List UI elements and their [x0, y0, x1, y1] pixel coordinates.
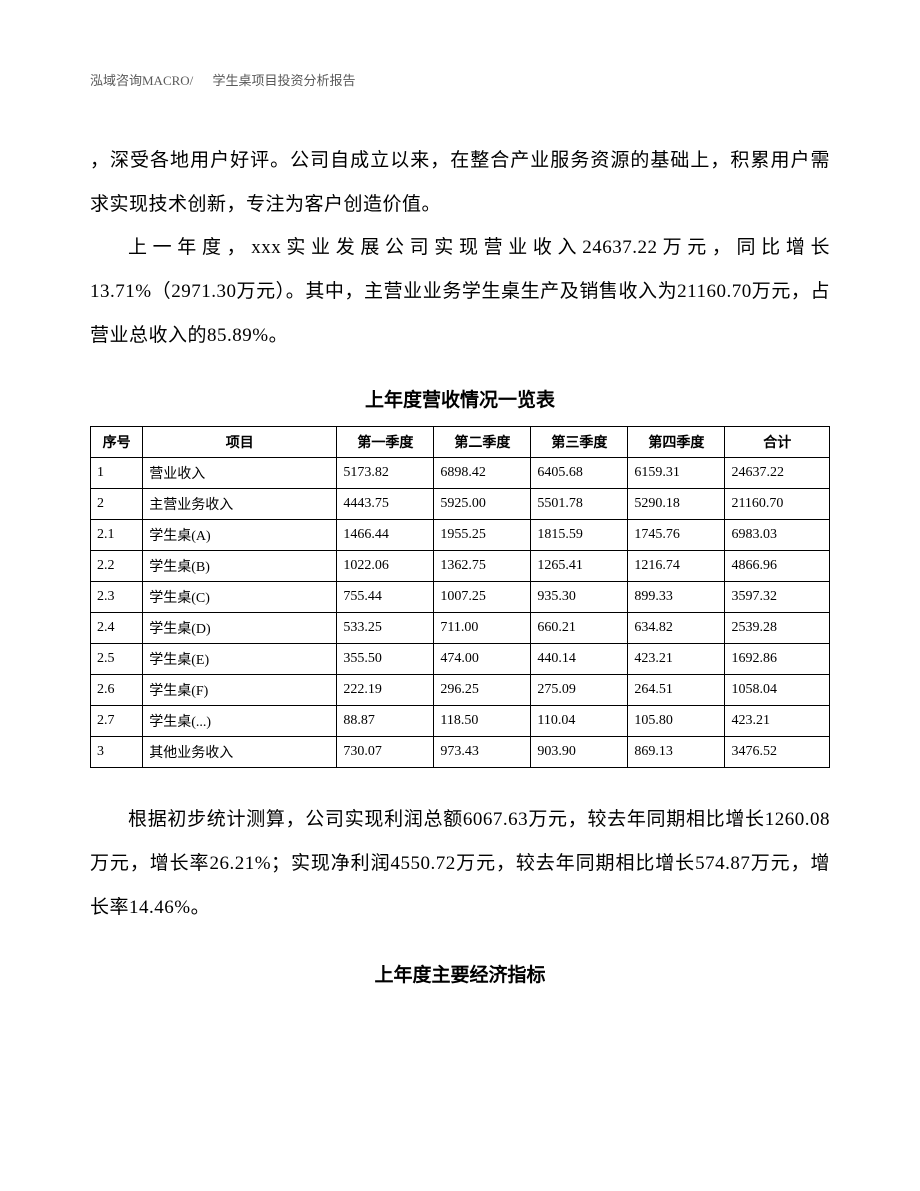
cell-item: 学生桌(D): [143, 613, 337, 644]
paragraph-3: 根据初步统计测算，公司实现利润总额6067.63万元，较去年同期相比增长1260…: [90, 798, 830, 929]
col-header-q3: 第三季度: [531, 427, 628, 458]
cell-total: 3476.52: [725, 737, 830, 768]
cell-q3: 110.04: [531, 706, 628, 737]
cell-seq: 2.5: [91, 644, 143, 675]
paragraph-2: 上一年度，xxx实业发展公司实现营业收入24637.22万元，同比增长13.71…: [90, 226, 830, 357]
cell-q4: 6159.31: [628, 458, 725, 489]
cell-q1: 1466.44: [337, 520, 434, 551]
cell-seq: 2: [91, 489, 143, 520]
cell-q1: 4443.75: [337, 489, 434, 520]
cell-q4: 1745.76: [628, 520, 725, 551]
cell-q4: 899.33: [628, 582, 725, 613]
cell-item: 学生桌(F): [143, 675, 337, 706]
col-header-q1: 第一季度: [337, 427, 434, 458]
col-header-item: 项目: [143, 427, 337, 458]
col-header-total: 合计: [725, 427, 830, 458]
cell-item: 营业收入: [143, 458, 337, 489]
cell-q2: 1362.75: [434, 551, 531, 582]
paragraph-1: ，深受各地用户好评。公司自成立以来，在整合产业服务资源的基础上，积累用户需求实现…: [90, 139, 830, 226]
cell-q2: 296.25: [434, 675, 531, 706]
col-header-q4: 第四季度: [628, 427, 725, 458]
cell-q3: 275.09: [531, 675, 628, 706]
cell-seq: 2.1: [91, 520, 143, 551]
cell-total: 1692.86: [725, 644, 830, 675]
table-row: 2.2 学生桌(B) 1022.06 1362.75 1265.41 1216.…: [91, 551, 830, 582]
cell-q4: 105.80: [628, 706, 725, 737]
table-row: 2.5 学生桌(E) 355.50 474.00 440.14 423.21 1…: [91, 644, 830, 675]
table-row: 3 其他业务收入 730.07 973.43 903.90 869.13 347…: [91, 737, 830, 768]
cell-q3: 1265.41: [531, 551, 628, 582]
page-header: 泓域咨询MACRO/ 学生桌项目投资分析报告: [90, 70, 830, 89]
cell-q4: 869.13: [628, 737, 725, 768]
cell-q2: 5925.00: [434, 489, 531, 520]
cell-q3: 903.90: [531, 737, 628, 768]
col-header-q2: 第二季度: [434, 427, 531, 458]
cell-item: 学生桌(A): [143, 520, 337, 551]
cell-seq: 2.2: [91, 551, 143, 582]
cell-seq: 3: [91, 737, 143, 768]
cell-q4: 1216.74: [628, 551, 725, 582]
cell-q2: 474.00: [434, 644, 531, 675]
cell-q4: 264.51: [628, 675, 725, 706]
revenue-table: 序号 项目 第一季度 第二季度 第三季度 第四季度 合计 1 营业收入 5173…: [90, 426, 830, 768]
cell-q1: 730.07: [337, 737, 434, 768]
cell-total: 21160.70: [725, 489, 830, 520]
cell-q1: 1022.06: [337, 551, 434, 582]
table-row: 2 主营业务收入 4443.75 5925.00 5501.78 5290.18…: [91, 489, 830, 520]
cell-item: 其他业务收入: [143, 737, 337, 768]
table-1-title: 上年度营收情况一览表: [90, 385, 830, 412]
cell-seq: 1: [91, 458, 143, 489]
table-row: 2.6 学生桌(F) 222.19 296.25 275.09 264.51 1…: [91, 675, 830, 706]
table-body: 1 营业收入 5173.82 6898.42 6405.68 6159.31 2…: [91, 458, 830, 768]
cell-item: 学生桌(...): [143, 706, 337, 737]
cell-q1: 533.25: [337, 613, 434, 644]
table-row: 2.1 学生桌(A) 1466.44 1955.25 1815.59 1745.…: [91, 520, 830, 551]
cell-q2: 1955.25: [434, 520, 531, 551]
cell-q4: 423.21: [628, 644, 725, 675]
cell-q2: 6898.42: [434, 458, 531, 489]
table-row: 2.7 学生桌(...) 88.87 118.50 110.04 105.80 …: [91, 706, 830, 737]
cell-q1: 88.87: [337, 706, 434, 737]
cell-item: 学生桌(C): [143, 582, 337, 613]
cell-q4: 5290.18: [628, 489, 725, 520]
cell-q3: 6405.68: [531, 458, 628, 489]
table-row: 2.3 学生桌(C) 755.44 1007.25 935.30 899.33 …: [91, 582, 830, 613]
cell-total: 2539.28: [725, 613, 830, 644]
cell-seq: 2.4: [91, 613, 143, 644]
cell-q3: 440.14: [531, 644, 628, 675]
cell-q3: 1815.59: [531, 520, 628, 551]
cell-q1: 355.50: [337, 644, 434, 675]
cell-q4: 634.82: [628, 613, 725, 644]
cell-total: 24637.22: [725, 458, 830, 489]
table-header-row: 序号 项目 第一季度 第二季度 第三季度 第四季度 合计: [91, 427, 830, 458]
cell-q2: 973.43: [434, 737, 531, 768]
cell-q2: 1007.25: [434, 582, 531, 613]
cell-q1: 222.19: [337, 675, 434, 706]
cell-item: 学生桌(B): [143, 551, 337, 582]
col-header-seq: 序号: [91, 427, 143, 458]
cell-q2: 118.50: [434, 706, 531, 737]
cell-seq: 2.7: [91, 706, 143, 737]
cell-total: 4866.96: [725, 551, 830, 582]
cell-total: 423.21: [725, 706, 830, 737]
cell-q1: 755.44: [337, 582, 434, 613]
cell-q3: 660.21: [531, 613, 628, 644]
section-2-title: 上年度主要经济指标: [90, 960, 830, 987]
cell-q3: 935.30: [531, 582, 628, 613]
cell-seq: 2.6: [91, 675, 143, 706]
cell-q3: 5501.78: [531, 489, 628, 520]
cell-total: 1058.04: [725, 675, 830, 706]
cell-total: 6983.03: [725, 520, 830, 551]
cell-item: 主营业务收入: [143, 489, 337, 520]
table-row: 2.4 学生桌(D) 533.25 711.00 660.21 634.82 2…: [91, 613, 830, 644]
header-title: 学生桌项目投资分析报告: [213, 73, 356, 88]
cell-total: 3597.32: [725, 582, 830, 613]
cell-q2: 711.00: [434, 613, 531, 644]
cell-item: 学生桌(E): [143, 644, 337, 675]
cell-q1: 5173.82: [337, 458, 434, 489]
cell-seq: 2.3: [91, 582, 143, 613]
header-company: 泓域咨询MACRO/: [90, 73, 193, 88]
table-row: 1 营业收入 5173.82 6898.42 6405.68 6159.31 2…: [91, 458, 830, 489]
